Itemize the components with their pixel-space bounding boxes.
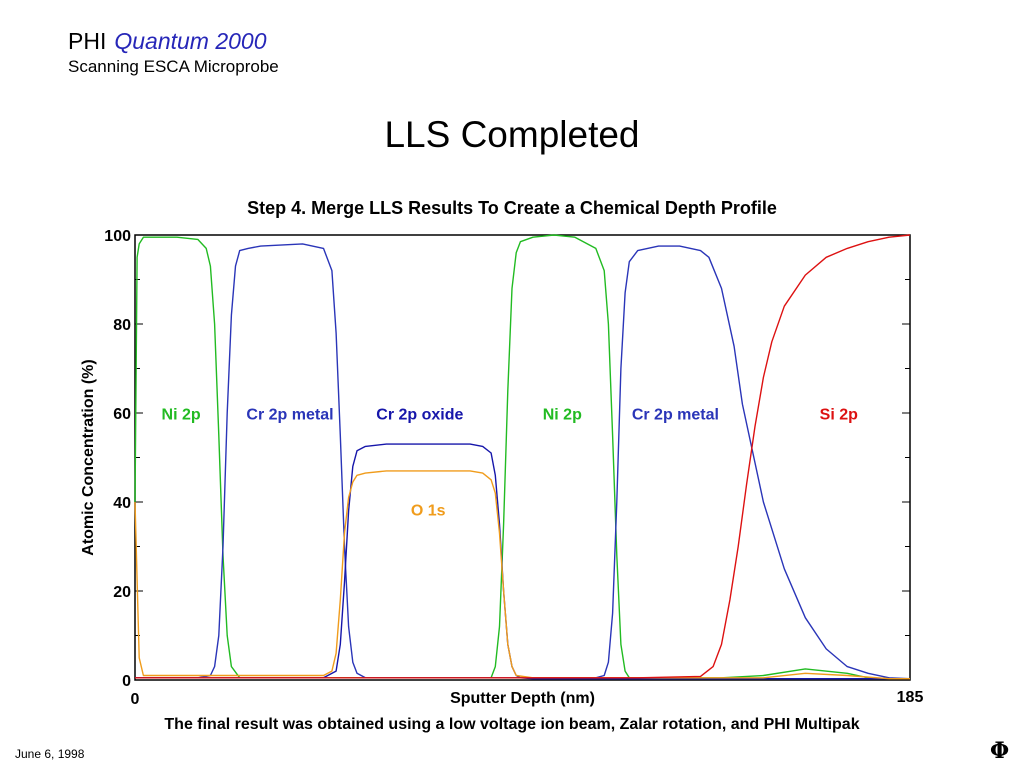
series-annotations: Ni 2p Cr 2p metal Cr 2p oxide Ni 2p Cr 2p me… <box>162 407 859 520</box>
series-annotation-label: Cr 2p metal <box>632 407 719 424</box>
series-lines <box>134 234 911 680</box>
chart-title: Step 4. Merge LLS Results To Create a Ch… <box>247 198 777 218</box>
x-tick-label-min: 0 <box>131 691 140 708</box>
series-annotation-label: Si 2p <box>820 407 858 424</box>
slide-title: LLS Completed <box>384 114 640 155</box>
y-tick-label: 0 <box>122 673 131 690</box>
x-axis-label: Sputter Depth (nm) <box>450 690 595 707</box>
series-annotation-label: Cr 2p oxide <box>376 407 463 424</box>
series-annotation-label: O 1s <box>411 502 446 519</box>
series-line-ni-2p <box>134 234 910 680</box>
y-axis-labels: 0 20 40 60 80 100 <box>104 228 131 690</box>
y-tick-label: 80 <box>113 317 131 334</box>
series-line-o-1s <box>134 470 910 680</box>
series-annotation-label: Cr 2p metal <box>246 407 333 424</box>
series-annotation-label: Ni 2p <box>543 407 582 424</box>
y-tick-label: 40 <box>113 495 131 512</box>
series-line-cr-2p-metal <box>135 243 911 680</box>
brand-subtitle: Scanning ESCA Microprobe <box>68 57 279 76</box>
y-axis-label: Atomic Concentration (%) <box>80 359 97 555</box>
y-tick-label: 20 <box>113 584 131 601</box>
footer-caption: The final result was obtained using a lo… <box>164 716 860 733</box>
brand-name: PHI <box>68 28 107 54</box>
y-tick-label: 100 <box>104 228 131 245</box>
y-axis-ticks <box>135 234 910 681</box>
brand-line: PHI Quantum 2000 <box>68 30 279 53</box>
series-line-si-2p <box>135 234 911 679</box>
footer-date: June 6, 1998 <box>15 747 85 761</box>
y-tick-label: 60 <box>113 406 131 423</box>
plot-area-frame <box>134 234 911 681</box>
phi-logo-icon: Φ <box>990 738 1010 764</box>
brand-header: PHI Quantum 2000 Scanning ESCA Microprobe <box>68 30 279 76</box>
product-name: Quantum 2000 <box>114 28 267 54</box>
x-tick-label-max: 185 <box>897 689 924 706</box>
series-line-cr-2p-oxide <box>135 443 910 680</box>
series-annotation-label: Ni 2p <box>162 407 201 424</box>
